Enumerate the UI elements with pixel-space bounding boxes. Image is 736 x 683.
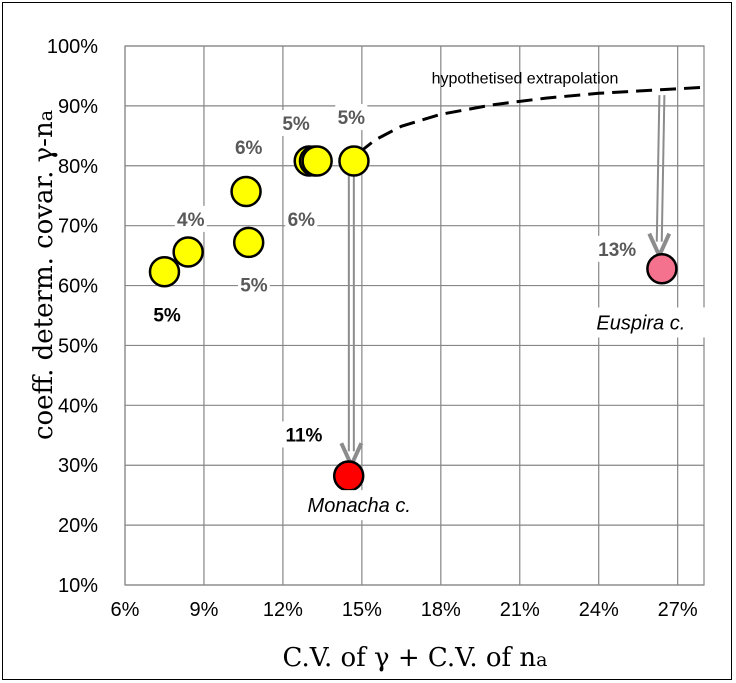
data-point bbox=[172, 236, 204, 268]
extrapolation-curve bbox=[358, 85, 705, 154]
y-tick-label: 40% bbox=[58, 395, 98, 417]
y-tick-label: 30% bbox=[58, 455, 98, 477]
x-axis-title-part: + C.V. of n bbox=[390, 643, 537, 673]
x-tick-label: 27% bbox=[658, 599, 698, 621]
x-tick-label: 15% bbox=[342, 599, 382, 621]
point-label: 6% bbox=[235, 138, 263, 159]
point-label-bg bbox=[237, 271, 270, 298]
y-tick-label: 70% bbox=[58, 216, 98, 238]
y-axis-title: coeff. determ. covar. γ-na bbox=[29, 110, 59, 440]
y-tick-label: 90% bbox=[58, 96, 98, 118]
y-axis-title-part: coeff. determ. covar. bbox=[29, 162, 59, 440]
y-tick-label: 10% bbox=[58, 575, 98, 597]
x-axis-title: C.V. of γ + C.V. of na bbox=[282, 643, 547, 673]
x-axis-title-part: C.V. of bbox=[282, 643, 374, 673]
species-label: Euspira c. bbox=[596, 312, 685, 334]
point-label: 5% bbox=[240, 276, 268, 297]
x-tick-label: 21% bbox=[500, 599, 540, 621]
y-tick-label: 80% bbox=[58, 156, 98, 178]
species-label-bg bbox=[575, 307, 706, 338]
arrow-shaft bbox=[660, 95, 666, 242]
point-label-bg bbox=[232, 134, 265, 161]
species-label: Monacha c. bbox=[308, 495, 411, 517]
point-label-bg bbox=[280, 110, 313, 137]
data-point bbox=[232, 226, 265, 259]
y-axis-title-part: -n bbox=[29, 121, 59, 147]
y-tick-label: 20% bbox=[58, 515, 98, 537]
extrapolation-curve-layer: hypothetised extrapolation bbox=[358, 71, 705, 154]
point-label-bg bbox=[281, 421, 326, 448]
point-label-bg bbox=[335, 104, 368, 131]
point-label-bg bbox=[595, 235, 640, 262]
data-point bbox=[646, 253, 678, 285]
x-axis-title-part: γ bbox=[374, 643, 390, 673]
point-label: 4% bbox=[177, 210, 205, 231]
arrow-layer bbox=[339, 95, 672, 471]
point-label: 6% bbox=[288, 210, 316, 231]
arrow-shaft bbox=[655, 95, 661, 242]
y-tick-label: 100% bbox=[47, 36, 98, 58]
data-point bbox=[332, 460, 365, 492]
y-axis-title-part: a bbox=[35, 110, 57, 121]
point-label: 11% bbox=[285, 425, 322, 446]
extrapolation-label: hypothetised extrapolation bbox=[432, 71, 619, 88]
species-label-bg bbox=[294, 490, 425, 521]
data-point bbox=[230, 175, 262, 208]
y-axis-title-part: γ bbox=[29, 147, 59, 163]
point-label: 5% bbox=[153, 306, 181, 327]
labels-layer: 5% 4% 6% 5% 5% 6% 5% 11% 13% Monacha c. Euspira c. bbox=[151, 104, 706, 521]
point-label-bg bbox=[174, 205, 207, 232]
x-tick-label: 6% bbox=[111, 599, 140, 621]
x-tick-label: 9% bbox=[190, 599, 219, 621]
x-tick-label: 24% bbox=[579, 599, 619, 621]
point-label: 5% bbox=[338, 108, 366, 129]
point-label-bg bbox=[285, 205, 318, 232]
y-tick-label: 50% bbox=[58, 335, 98, 357]
x-tick-label: 18% bbox=[421, 599, 461, 621]
data-point bbox=[338, 145, 370, 177]
point-label-bg bbox=[151, 301, 184, 328]
x-axis-ticks: 6% 9% 12% 15% 18% 21% 24% 27% bbox=[111, 599, 698, 621]
point-label: 5% bbox=[282, 114, 310, 135]
y-axis-ticks: 10% 20% 30% 40% 50% 60% 70% 80% 90% 100% bbox=[47, 36, 98, 597]
points-layer bbox=[148, 145, 678, 492]
data-point bbox=[148, 256, 181, 288]
data-point bbox=[301, 145, 333, 177]
y-tick-label: 60% bbox=[58, 276, 98, 298]
point-label: 13% bbox=[598, 240, 636, 261]
x-axis-title-part: a bbox=[536, 649, 547, 671]
x-tick-label: 12% bbox=[263, 599, 303, 621]
